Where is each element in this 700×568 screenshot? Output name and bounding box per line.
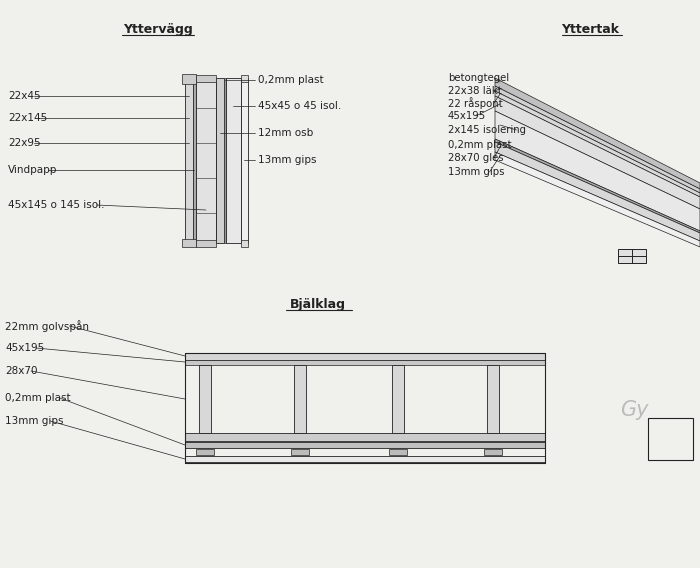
Text: 12mm osb: 12mm osb [258, 128, 314, 138]
Polygon shape [495, 91, 700, 197]
Bar [291, 449, 309, 455]
Bar [196, 240, 216, 247]
Bar [185, 360, 545, 365]
Bar [241, 78, 248, 243]
Bar [648, 418, 693, 460]
Polygon shape [495, 86, 700, 193]
Text: 22mm golvspån: 22mm golvspån [5, 320, 89, 332]
Bar [185, 433, 545, 441]
Text: 13mm gips: 13mm gips [258, 155, 316, 165]
Polygon shape [495, 111, 700, 231]
Bar [185, 456, 545, 462]
Bar [618, 249, 646, 263]
Polygon shape [495, 142, 700, 241]
Text: Gy: Gy [620, 400, 648, 420]
Bar [199, 365, 211, 433]
Polygon shape [495, 96, 700, 209]
Polygon shape [495, 139, 700, 233]
Bar [185, 78, 193, 243]
Text: 13mm gips: 13mm gips [448, 167, 505, 177]
Text: Yttervägg: Yttervägg [123, 23, 193, 36]
Bar [241, 240, 248, 247]
Bar [226, 78, 241, 243]
Text: 28x70: 28x70 [5, 366, 38, 376]
Text: Yttertak: Yttertak [561, 23, 619, 36]
Bar [196, 449, 214, 455]
Bar [185, 353, 545, 360]
Text: 22x145: 22x145 [8, 113, 48, 123]
Text: 0,2mm plast: 0,2mm plast [448, 140, 512, 150]
Bar [392, 365, 404, 433]
Bar [241, 75, 248, 82]
Polygon shape [495, 152, 700, 247]
Text: 22 råspont: 22 råspont [448, 97, 503, 109]
Bar [182, 239, 196, 247]
Text: 45x195: 45x195 [5, 343, 44, 353]
Text: 0,2mm plast: 0,2mm plast [5, 393, 71, 403]
Text: 45x145 o 145 isol.: 45x145 o 145 isol. [8, 200, 104, 210]
Text: 22x95: 22x95 [8, 138, 41, 148]
Text: betongtegel: betongtegel [448, 73, 509, 83]
Bar [182, 74, 196, 84]
Text: Vindpapp: Vindpapp [8, 165, 57, 175]
Bar [487, 365, 499, 433]
Text: 2x145 isolering: 2x145 isolering [448, 125, 526, 135]
Bar [193, 78, 196, 243]
Text: 45x45 o 45 isol.: 45x45 o 45 isol. [258, 101, 342, 111]
Bar [224, 78, 226, 243]
Bar [484, 449, 502, 455]
Text: 13mm gips: 13mm gips [5, 416, 64, 426]
Bar [196, 75, 216, 82]
Bar [185, 442, 545, 448]
Text: 28x70 gles: 28x70 gles [448, 153, 503, 163]
Text: 0,2mm plast: 0,2mm plast [258, 75, 323, 85]
Bar [216, 78, 224, 243]
Bar [294, 365, 306, 433]
Text: 45x195: 45x195 [448, 111, 486, 121]
Bar [196, 78, 216, 243]
Text: 22x45: 22x45 [8, 91, 41, 101]
Bar [389, 449, 407, 455]
Polygon shape [495, 78, 700, 189]
Text: Bjälklag: Bjälklag [290, 298, 346, 311]
Text: 22x38 läkt: 22x38 läkt [448, 86, 502, 96]
